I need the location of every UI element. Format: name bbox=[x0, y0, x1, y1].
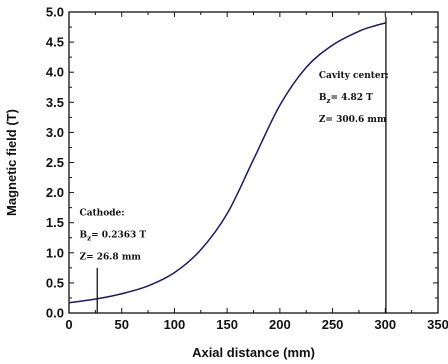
x-axis-title: Axial distance (mm) bbox=[192, 345, 315, 360]
x-tick-label: 50 bbox=[114, 317, 128, 332]
x-tick-label: 300 bbox=[374, 317, 396, 332]
plot-frame bbox=[69, 12, 438, 313]
x-tick-label: 150 bbox=[216, 317, 238, 332]
annotations: Cathode: Bz= 0.2363 T Z= 26.8 mm Cavity cen… bbox=[80, 17, 389, 313]
y-tick-label: 3.0 bbox=[46, 125, 64, 140]
cathode-annotation-z: Z= 26.8 mm bbox=[80, 252, 142, 262]
y-tick-label: 2.5 bbox=[46, 155, 64, 170]
y-axis-title: Magnetic field (T) bbox=[4, 109, 19, 216]
y-tick-label: 0.5 bbox=[46, 275, 64, 290]
cavity-center-annotation-title: Cavity center: bbox=[319, 71, 389, 81]
y-tick-label: 1.0 bbox=[46, 245, 64, 260]
x-tick-label: 100 bbox=[164, 317, 186, 332]
x-tick-label: 200 bbox=[269, 317, 291, 332]
x-tick-label: 250 bbox=[322, 317, 344, 332]
y-tick-label: 4.5 bbox=[46, 35, 64, 50]
ticks: 0 50 100 150 200 250 300 350 0.0 0.5 1.0 1.5 2.0 2.5 3… bbox=[46, 5, 448, 333]
cathode-annotation-field: Bz= 0.2363 T bbox=[80, 230, 147, 242]
x-tick-label: 0 bbox=[65, 317, 72, 332]
y-tick-label: 3.5 bbox=[46, 95, 64, 110]
y-tick-label: 4.0 bbox=[46, 65, 64, 80]
y-tick-label: 2.0 bbox=[46, 185, 64, 200]
cathode-field-value: = 0.2363 T bbox=[91, 230, 146, 240]
cavity-center-annotation-field: Bz= 4.82 T bbox=[319, 93, 373, 105]
cavity-center-annotation-z: Z= 300.6 mm bbox=[319, 115, 387, 125]
y-tick-label: 0.0 bbox=[46, 306, 64, 321]
axes bbox=[69, 12, 438, 313]
y-tick-label: 1.5 bbox=[46, 215, 64, 230]
y-tick-label: 5.0 bbox=[46, 5, 64, 20]
cathode-annotation-title: Cathode: bbox=[80, 208, 125, 218]
x-tick-label: 350 bbox=[427, 317, 448, 332]
cavity-center-field-value: = 4.82 T bbox=[330, 93, 373, 103]
